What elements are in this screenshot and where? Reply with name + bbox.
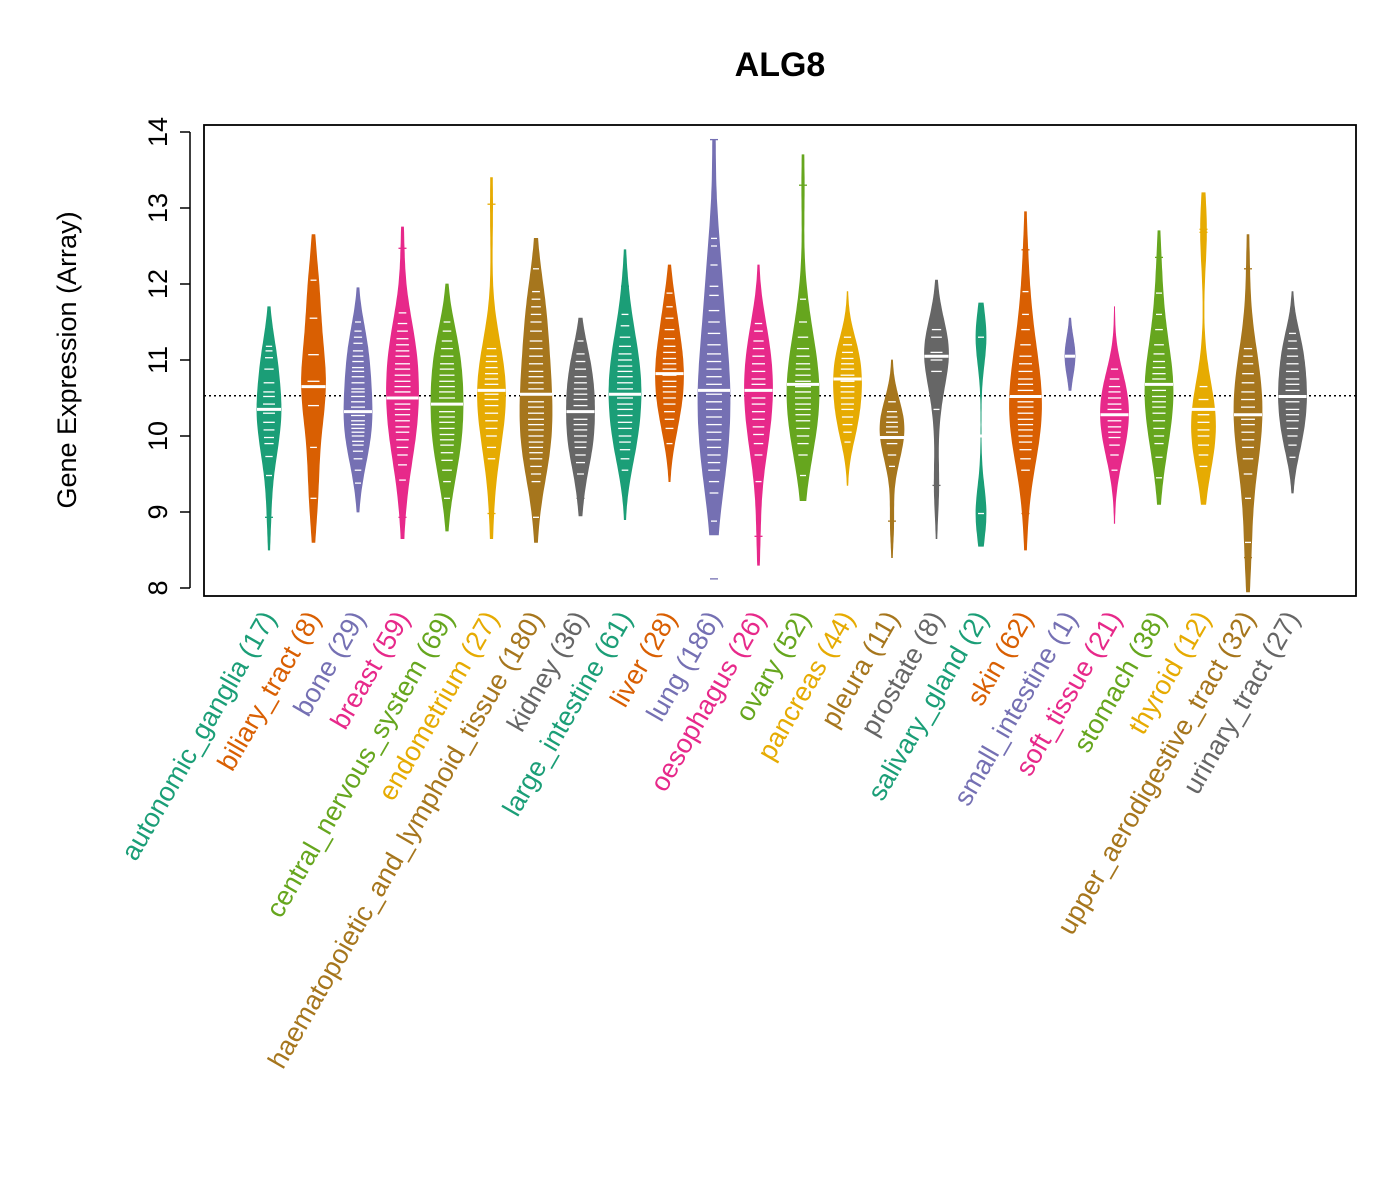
y-tick-label: 14 [143,117,173,147]
y-tick-label: 12 [143,269,173,299]
bean-shape [301,234,326,543]
bean-haematopoietic_and_lymphoid_tissue [519,238,553,543]
y-axis-label: Gene Expression (Array) [52,211,82,508]
y-tick-label: 9 [143,504,173,519]
bean-central_nervous_system [430,283,464,532]
y-tick-label: 8 [143,580,173,595]
bean-shape [697,139,731,536]
bean-shape [786,154,820,501]
bean-bone [343,287,373,513]
bean-large_intestine [608,249,642,520]
bean-breast [386,226,419,539]
bean-shape [566,317,595,517]
bean-shape [519,238,553,543]
bean-shape [1009,211,1042,551]
bean-liver [655,264,684,482]
bean-oesophagus [744,264,773,566]
category-labels: autonomic_ganglia (17)biliary_tract (8)b… [115,606,1306,1073]
bean-shape [343,287,373,513]
bean-shape [1278,291,1307,494]
bean-pleura [879,359,905,558]
bean-pancreas [833,291,862,486]
bean-thyroid [1191,192,1216,505]
bean-small_intestine [1064,317,1076,391]
bean-shape [975,302,987,547]
bean-biliary_tract [301,234,326,543]
bean-lung [697,138,731,580]
bean-skin [1009,211,1042,551]
chart-title: ALG8 [735,46,826,84]
y-axis: 8 9 10 11 12 13 14 [143,117,191,596]
bean-shape [256,306,282,551]
bean-upper_aerodigestive_tract [1233,234,1263,593]
bean-shape [430,283,464,532]
plot-frame [203,124,1357,597]
bean-soft_tissue [1100,306,1129,524]
bean-shape [1233,234,1263,593]
y-tick-label: 10 [143,421,173,451]
bean-autonomic_ganglia [256,306,282,551]
bean-shape [744,264,773,566]
y-tick-label: 11 [143,346,173,374]
bean-endometrium [477,177,506,539]
bean-shape [1191,192,1216,505]
bean-shape [879,359,905,558]
bean-shape [1064,317,1076,391]
bean-shape [833,291,862,486]
bean-urinary_tract [1278,291,1307,494]
bean-kidney [566,317,595,517]
bean-stomach [1144,230,1174,505]
bean-prostate [924,279,949,539]
plot-area [204,138,1356,593]
bean-ovary [786,154,820,501]
bean-shape [386,226,419,539]
bean-shape [477,177,506,539]
y-tick-label: 13 [143,193,173,223]
bean-shape [608,249,642,520]
bean-salivary_gland [975,302,987,547]
